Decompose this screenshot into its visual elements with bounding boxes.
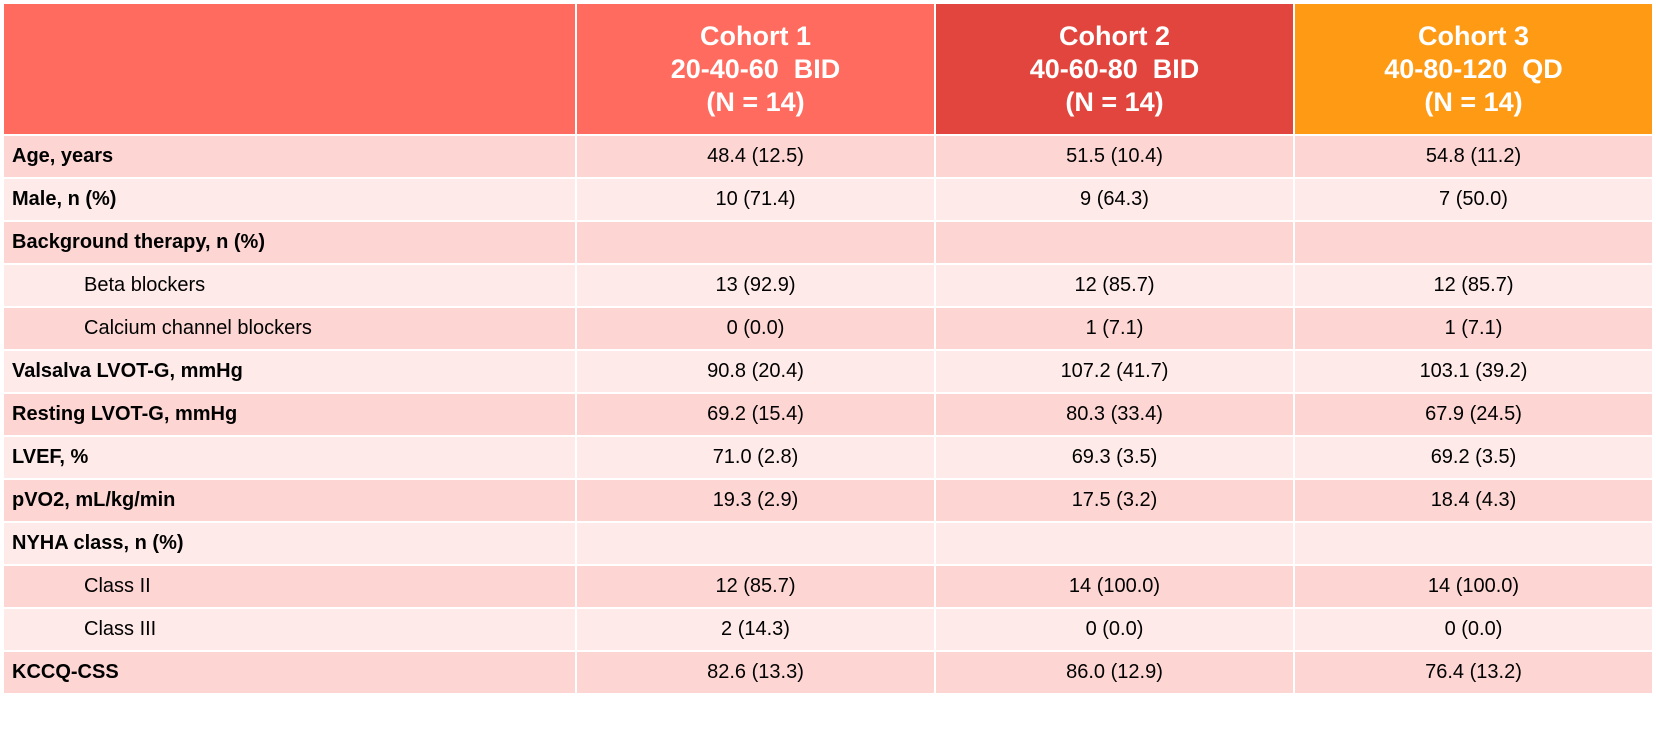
row-label: Male, n (%) (2, 177, 577, 222)
cohort-3-value: 1 (7.1) (1293, 306, 1654, 351)
row-label: Calcium channel blockers (2, 306, 577, 351)
table-row-kccq-css: KCCQ-CSS 82.6 (13.3) 86.0 (12.9) 76.4 (1… (2, 650, 1654, 695)
cohort-3-value: 0 (0.0) (1293, 607, 1654, 652)
table-row-valsalva-lvot-g: Valsalva LVOT-G, mmHg 90.8 (20.4) 107.2 … (2, 349, 1654, 394)
table-row-lvef: LVEF, % 71.0 (2.8) 69.3 (3.5) 69.2 (3.5) (2, 435, 1654, 480)
table-header-row: Cohort 1 20-40-60 BID (N = 14) Cohort 2 … (2, 2, 1654, 136)
cohort-1-value: 13 (92.9) (575, 263, 936, 308)
cohort-3-value: 76.4 (13.2) (1293, 650, 1654, 695)
cohort-1-dose: 20-40-60 BID (670, 53, 841, 84)
cohort-2-value: 80.3 (33.4) (934, 392, 1295, 437)
table-row-male: Male, n (%) 10 (71.4) 9 (64.3) 7 (50.0) (2, 177, 1654, 222)
cohort-1-value: 2 (14.3) (575, 607, 936, 652)
cohort-1-n: (N = 14) (706, 86, 805, 117)
cohort-2-value: 51.5 (10.4) (934, 134, 1295, 179)
cohort-1-value: 10 (71.4) (575, 177, 936, 222)
cohort-3-value: 54.8 (11.2) (1293, 134, 1654, 179)
cohort-2-value: 14 (100.0) (934, 564, 1295, 609)
cohort-2-value (934, 220, 1295, 265)
cohort-2-value (934, 521, 1295, 566)
cohort-2-dose: 40-60-80 BID (1029, 53, 1200, 84)
cohort-3-value: 67.9 (24.5) (1293, 392, 1654, 437)
row-label: Resting LVOT-G, mmHg (2, 392, 577, 437)
row-label: Age, years (2, 134, 577, 179)
table-row-background-therapy: Background therapy, n (%) (2, 220, 1654, 265)
cohort-1-value: 0 (0.0) (575, 306, 936, 351)
table-row-resting-lvot-g: Resting LVOT-G, mmHg 69.2 (15.4) 80.3 (3… (2, 392, 1654, 437)
cohort-2-value: 12 (85.7) (934, 263, 1295, 308)
row-label: Valsalva LVOT-G, mmHg (2, 349, 577, 394)
row-label: pVO2, mL/kg/min (2, 478, 577, 523)
row-label: LVEF, % (2, 435, 577, 480)
cohort-3-value: 14 (100.0) (1293, 564, 1654, 609)
cohort-2-value: 0 (0.0) (934, 607, 1295, 652)
row-label: NYHA class, n (%) (2, 521, 577, 566)
cohort-3-value: 12 (85.7) (1293, 263, 1654, 308)
cohort-2-value: 69.3 (3.5) (934, 435, 1295, 480)
cohort-3-name: Cohort 3 (1418, 20, 1529, 51)
cohort-1-value: 12 (85.7) (575, 564, 936, 609)
cohort-2-n: (N = 14) (1065, 86, 1164, 117)
row-label: Class II (2, 564, 577, 609)
cohort-3-value: 7 (50.0) (1293, 177, 1654, 222)
cohort-2-value: 1 (7.1) (934, 306, 1295, 351)
cohort-1-value: 69.2 (15.4) (575, 392, 936, 437)
table-row-class-ii: Class II 12 (85.7) 14 (100.0) 14 (100.0) (2, 564, 1654, 609)
header-cohort-3: Cohort 3 40-80-120 QD (N = 14) (1293, 2, 1654, 136)
cohort-1-value: 71.0 (2.8) (575, 435, 936, 480)
cohort-2-value: 17.5 (3.2) (934, 478, 1295, 523)
cohort-3-dose: 40-80-120 QD (1384, 53, 1563, 84)
cohort-2-value: 107.2 (41.7) (934, 349, 1295, 394)
cohort-1-value: 90.8 (20.4) (575, 349, 936, 394)
cohort-2-value: 9 (64.3) (934, 177, 1295, 222)
cohort-1-value (575, 220, 936, 265)
table-row-calcium-channel-blockers: Calcium channel blockers 0 (0.0) 1 (7.1)… (2, 306, 1654, 351)
cohort-1-value: 48.4 (12.5) (575, 134, 936, 179)
row-label: Background therapy, n (%) (2, 220, 577, 265)
row-label: Class III (2, 607, 577, 652)
cohort-3-n: (N = 14) (1424, 86, 1523, 117)
baseline-characteristics-table: Cohort 1 20-40-60 BID (N = 14) Cohort 2 … (2, 2, 1654, 695)
table-row-pvo2: pVO2, mL/kg/min 19.3 (2.9) 17.5 (3.2) 18… (2, 478, 1654, 523)
table-row-class-iii: Class III 2 (14.3) 0 (0.0) 0 (0.0) (2, 607, 1654, 652)
cohort-3-value: 103.1 (39.2) (1293, 349, 1654, 394)
row-label: Beta blockers (2, 263, 577, 308)
cohort-3-value (1293, 220, 1654, 265)
cohort-2-value: 86.0 (12.9) (934, 650, 1295, 695)
cohort-1-name: Cohort 1 (700, 20, 811, 51)
row-label: KCCQ-CSS (2, 650, 577, 695)
cohort-3-value: 18.4 (4.3) (1293, 478, 1654, 523)
cohort-3-value: 69.2 (3.5) (1293, 435, 1654, 480)
header-cohort-2: Cohort 2 40-60-80 BID (N = 14) (934, 2, 1295, 136)
cohort-2-name: Cohort 2 (1059, 20, 1170, 51)
cohort-1-value: 82.6 (13.3) (575, 650, 936, 695)
cohort-1-value (575, 521, 936, 566)
table-row-age: Age, years 48.4 (12.5) 51.5 (10.4) 54.8 … (2, 134, 1654, 179)
header-blank-cell (2, 2, 577, 136)
table-row-beta-blockers: Beta blockers 13 (92.9) 12 (85.7) 12 (85… (2, 263, 1654, 308)
cohort-1-value: 19.3 (2.9) (575, 478, 936, 523)
table-row-nyha-class: NYHA class, n (%) (2, 521, 1654, 566)
cohort-3-value (1293, 521, 1654, 566)
header-cohort-1: Cohort 1 20-40-60 BID (N = 14) (575, 2, 936, 136)
